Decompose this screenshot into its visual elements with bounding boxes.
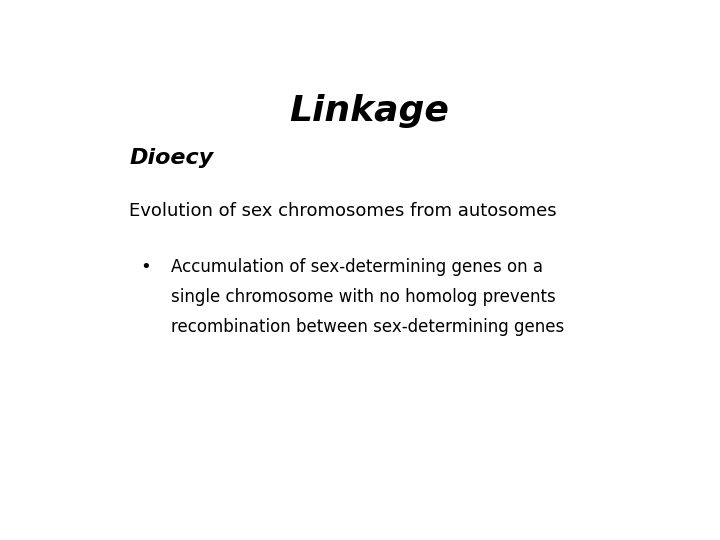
Text: Linkage: Linkage	[289, 94, 449, 128]
Text: •: •	[140, 258, 151, 276]
Text: Evolution of sex chromosomes from autosomes: Evolution of sex chromosomes from autoso…	[129, 202, 557, 220]
Text: single chromosome with no homolog prevents: single chromosome with no homolog preven…	[171, 288, 556, 306]
Text: Accumulation of sex-determining genes on a: Accumulation of sex-determining genes on…	[171, 258, 543, 276]
Text: recombination between sex-determining genes: recombination between sex-determining ge…	[171, 318, 564, 336]
Text: Dioecy: Dioecy	[129, 148, 213, 168]
